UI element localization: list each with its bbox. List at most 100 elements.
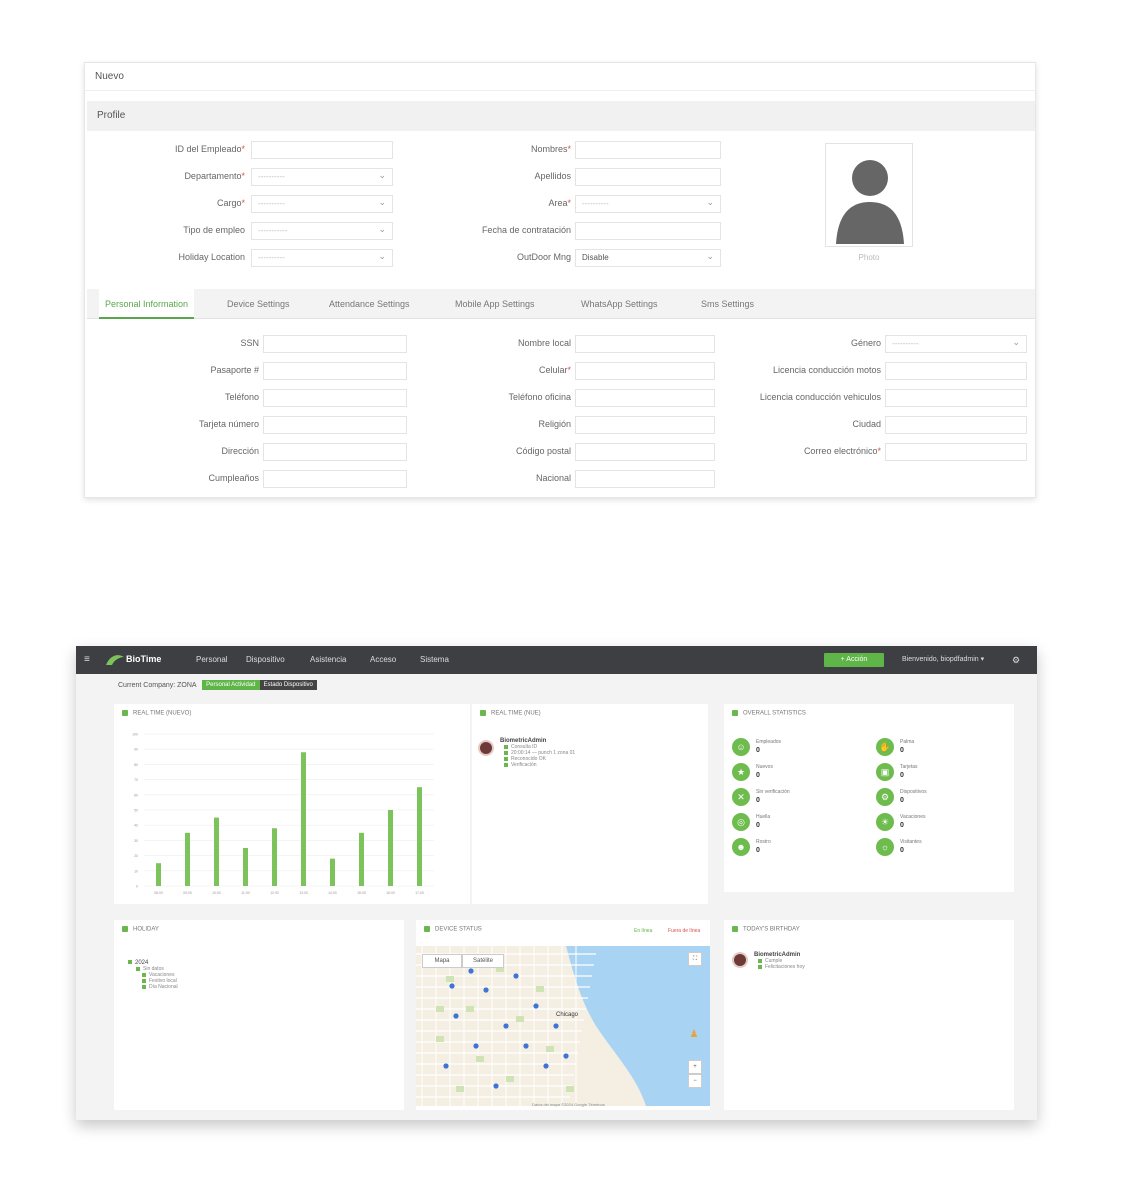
- text-field[interactable]: [263, 362, 407, 380]
- field-label-row: Holiday Location: [85, 249, 245, 267]
- text-field[interactable]: [885, 389, 1027, 407]
- chart-bar: [330, 858, 335, 886]
- required-mark: *: [241, 198, 245, 208]
- stat-icon: ▣: [876, 763, 894, 781]
- y-tick-label: 60: [134, 793, 138, 797]
- map-tab-map[interactable]: Mapa: [422, 954, 462, 968]
- text-field[interactable]: [575, 168, 721, 186]
- text-field[interactable]: [263, 470, 407, 488]
- device-marker[interactable]: [453, 1013, 459, 1019]
- nav-item[interactable]: Personal: [196, 655, 228, 664]
- device-marker[interactable]: [473, 1043, 479, 1049]
- text-field[interactable]: [575, 362, 715, 380]
- stat-label: Dispositivos: [900, 789, 927, 795]
- user-menu[interactable]: Bienvenido, biopdfadmin ▾: [902, 656, 985, 663]
- x-tick-label: 14:00: [328, 891, 337, 895]
- settings-icon[interactable]: ⚙: [1012, 655, 1021, 665]
- form-tab[interactable]: Personal Information: [99, 289, 195, 319]
- form-tab[interactable]: Mobile App Settings: [455, 299, 535, 309]
- text-field[interactable]: [263, 389, 407, 407]
- text-field[interactable]: [885, 416, 1027, 434]
- text-field[interactable]: [575, 335, 715, 353]
- select-field[interactable]: ----------: [575, 194, 721, 213]
- chip-device[interactable]: Estado Dispositivo: [259, 680, 317, 690]
- x-tick-label: 13:00: [299, 891, 308, 895]
- city-map[interactable]: Chicago: [416, 946, 710, 1106]
- new-action-button[interactable]: + Acción: [824, 653, 884, 667]
- text-field[interactable]: [885, 362, 1027, 380]
- holiday-item-text: Vacaciones: [149, 972, 175, 978]
- birthday-entry-text: Felicitaciones hoy: [765, 964, 805, 970]
- menu-icon[interactable]: ≡: [84, 654, 90, 665]
- text-field[interactable]: [263, 335, 407, 353]
- field-label-text: Religión: [538, 419, 571, 429]
- select-field[interactable]: ----------: [251, 248, 393, 267]
- stat-label: Rostro: [756, 839, 771, 845]
- text-field[interactable]: [575, 222, 721, 240]
- text-field[interactable]: [263, 443, 407, 461]
- map-city-label: Chicago: [556, 1012, 579, 1018]
- text-field[interactable]: [263, 416, 407, 434]
- device-marker[interactable]: [503, 1023, 509, 1029]
- map-tab-satellite[interactable]: Satélite: [462, 954, 504, 968]
- field-label-row: Género: [85, 335, 881, 353]
- form-tab[interactable]: Device Settings: [227, 299, 290, 309]
- device-marker[interactable]: [443, 1063, 449, 1069]
- nav-item[interactable]: Sistema: [420, 655, 449, 664]
- device-status-map-card: DEVICE STATUS En línea Fuera de línea Ch…: [416, 920, 710, 1110]
- device-marker[interactable]: [563, 1053, 569, 1059]
- device-marker[interactable]: [533, 1003, 539, 1009]
- field-value: Disable: [582, 253, 609, 262]
- field-value: ----------: [258, 199, 285, 208]
- feed-entry-text: BiometricAdmin: [500, 738, 547, 744]
- y-tick-label: 0: [136, 885, 138, 889]
- field-label-text: Nacional: [535, 473, 571, 483]
- select-field[interactable]: -----------: [251, 221, 393, 240]
- field-label-text: Cumpleaños: [208, 473, 259, 483]
- device-marker[interactable]: [523, 1043, 529, 1049]
- fullscreen-icon[interactable]: ⛶: [688, 952, 702, 966]
- field-label-text: Apellidos: [534, 171, 571, 181]
- field-label: Nacional: [536, 473, 571, 483]
- select-field[interactable]: ----------: [885, 334, 1027, 353]
- form-tab[interactable]: Sms Settings: [701, 299, 755, 309]
- text-field[interactable]: [575, 416, 715, 434]
- nav-item[interactable]: Dispositivo: [246, 655, 285, 664]
- text-field[interactable]: [251, 141, 393, 159]
- bullet-icon: [142, 972, 146, 977]
- device-marker[interactable]: [468, 968, 474, 974]
- zoom-out-button[interactable]: −: [688, 1074, 702, 1088]
- device-marker[interactable]: [493, 1083, 499, 1089]
- feed-entry-text: 20:00:14 — punch 1 zona 01: [511, 750, 576, 756]
- birthday-card-title: TODAY'S BIRTHDAY: [743, 926, 800, 933]
- device-marker[interactable]: [449, 983, 455, 989]
- form-tab[interactable]: Attendance Settings: [329, 299, 410, 309]
- select-field[interactable]: ----------: [251, 167, 393, 186]
- field-label-text: Nombre local: [517, 338, 571, 348]
- chip-personal[interactable]: Personal Actividad: [202, 680, 260, 690]
- device-marker[interactable]: [513, 973, 519, 979]
- text-field[interactable]: [575, 443, 715, 461]
- field-label-text: Género: [850, 338, 881, 348]
- form-tab[interactable]: WhatsApp Settings: [581, 299, 658, 309]
- nav-item[interactable]: Asistencia: [310, 655, 347, 664]
- text-field[interactable]: [575, 389, 715, 407]
- device-marker[interactable]: [553, 1023, 559, 1029]
- stat-value: 0: [900, 847, 904, 854]
- text-field[interactable]: [575, 470, 715, 488]
- holiday-item: 2024: [128, 960, 148, 966]
- select-field[interactable]: ----------: [251, 194, 393, 213]
- nav-item[interactable]: Acceso: [370, 655, 397, 664]
- device-marker[interactable]: [543, 1063, 549, 1069]
- stat-icon: ☼: [876, 838, 894, 856]
- field-label-row: Correo electrónico*: [85, 443, 881, 461]
- zoom-in-button[interactable]: +: [688, 1060, 702, 1074]
- device-marker[interactable]: [483, 987, 489, 993]
- pegman-icon[interactable]: ♟: [689, 1029, 699, 1040]
- photo-frame[interactable]: [825, 143, 913, 247]
- select-field[interactable]: Disable: [575, 248, 721, 267]
- field-label: Departamento*: [184, 171, 245, 181]
- text-field[interactable]: [885, 443, 1027, 461]
- text-field[interactable]: [575, 141, 721, 159]
- field-label-row: Nacional: [85, 470, 571, 488]
